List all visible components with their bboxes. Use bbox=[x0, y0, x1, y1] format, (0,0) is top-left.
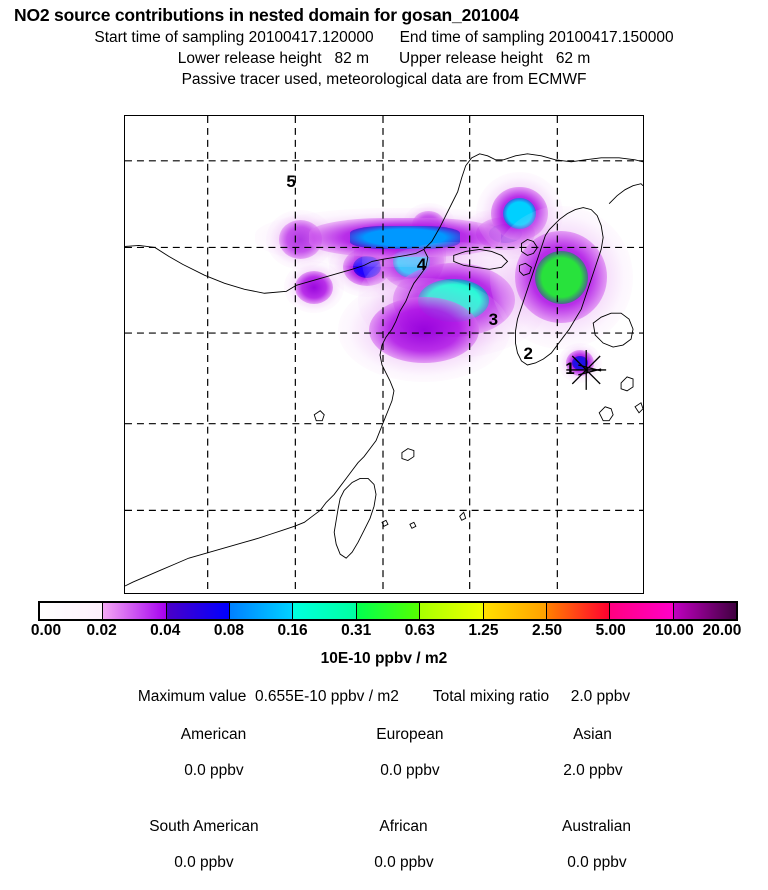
source-american-value: 0.0 ppbv bbox=[184, 762, 244, 779]
source-asian: Asian 2.0 ppbv bbox=[495, 708, 665, 798]
end-time-label: End time of sampling 20100417.150000 bbox=[399, 29, 674, 46]
source-australian: Australian 0.0 ppbv bbox=[486, 800, 682, 890]
source-african: African 0.0 ppbv bbox=[296, 800, 486, 890]
colorbar-tick-10: 10.00 bbox=[654, 622, 694, 639]
start-time-label: Start time of sampling 20100417.120000 bbox=[94, 29, 374, 46]
region-label-1: 1 bbox=[565, 358, 575, 378]
source-australian-name: Australian bbox=[562, 818, 631, 835]
region-label-5: 5 bbox=[286, 171, 296, 191]
release-height-row: Lower release height 82 m Upper release … bbox=[0, 50, 768, 68]
source-south-american-name: South American bbox=[149, 818, 259, 835]
colorbar-tick-1: 0.02 bbox=[86, 622, 117, 639]
source-european-value: 0.0 ppbv bbox=[380, 762, 440, 779]
region-label-4: 4 bbox=[416, 255, 427, 275]
colorbar-segment-4 bbox=[293, 603, 357, 619]
header-block: NO2 source contributions in nested domai… bbox=[0, 0, 768, 89]
colorbar-tick-11: 20.00 bbox=[702, 622, 742, 639]
total-mixing-ratio-text: Total mixing ratio 2.0 ppbv bbox=[432, 688, 631, 705]
footer-row-summary: Maximum value 0.655E-10 ppbv / m2 Total … bbox=[0, 688, 768, 706]
colorbar-tick-7: 1.25 bbox=[468, 622, 499, 639]
colorbar-tick-labels: 0.00 0.02 0.04 0.08 0.16 0.31 0.63 1.25 2.50 5.00… bbox=[0, 622, 768, 642]
colorbar-tick-3: 0.08 bbox=[213, 622, 244, 639]
source-south-american: South American 0.0 ppbv bbox=[86, 800, 296, 890]
colorbar[interactable] bbox=[38, 601, 738, 621]
upper-release-height-label: Upper release height 62 m bbox=[399, 50, 591, 67]
map-plot-area[interactable]: 5 4 3 2 1 bbox=[124, 115, 644, 594]
lower-release-height-label: Lower release height 82 m bbox=[177, 50, 369, 67]
page-title: NO2 source contributions in nested domai… bbox=[14, 5, 519, 25]
source-asian-name: Asian bbox=[573, 726, 612, 743]
colorbar-tick-2: 0.04 bbox=[150, 622, 181, 639]
sampling-time-row: Start time of sampling 20100417.120000 E… bbox=[0, 29, 768, 47]
source-american-name: American bbox=[180, 726, 247, 743]
tracer-note-row: Passive tracer used, meteorological data… bbox=[0, 71, 768, 89]
colorbar-axis-label: 10E-10 ppbv / m2 bbox=[320, 650, 448, 667]
colorbar-segment-3 bbox=[230, 603, 294, 619]
plume-core-12 bbox=[534, 250, 588, 304]
colorbar-segment-0 bbox=[40, 603, 104, 619]
plume-concentration-layer bbox=[125, 116, 643, 593]
colorbar-tick-8: 2.50 bbox=[531, 622, 563, 639]
source-south-american-value: 0.0 ppbv bbox=[174, 854, 234, 871]
colorbar-segment-10 bbox=[673, 603, 736, 619]
colorbar-tick-5: 0.31 bbox=[341, 622, 372, 639]
footer-row-sources-2: South American 0.0 ppbv African 0.0 ppbv… bbox=[0, 800, 768, 890]
source-asian-value: 2.0 ppbv bbox=[563, 762, 623, 779]
source-european-name: European bbox=[376, 726, 444, 743]
maximum-value-text: Maximum value 0.655E-10 ppbv / m2 bbox=[137, 688, 399, 705]
colorbar-segment-1 bbox=[103, 603, 167, 619]
region-label-2: 2 bbox=[523, 344, 533, 364]
tracer-note-label: Passive tracer used, meteorological data… bbox=[181, 71, 587, 88]
region-label-3: 3 bbox=[488, 310, 499, 330]
colorbar-tick-4: 0.16 bbox=[277, 622, 308, 639]
colorbar-segment-9 bbox=[610, 603, 674, 619]
source-australian-value: 0.0 ppbv bbox=[567, 854, 627, 871]
source-american: American 0.0 ppbv bbox=[103, 708, 299, 798]
colorbar-segment-7 bbox=[483, 603, 547, 619]
release-site-star-icon bbox=[566, 350, 607, 390]
colorbar-tick-6: 0.63 bbox=[404, 622, 435, 639]
release-site-marker-layer bbox=[566, 350, 607, 390]
colorbar-segment-5 bbox=[356, 603, 421, 619]
colorbar-segment-2 bbox=[166, 603, 231, 619]
colorbar-segment-6 bbox=[420, 603, 484, 619]
source-african-value: 0.0 ppbv bbox=[374, 854, 434, 871]
graticule-gridlines bbox=[125, 116, 643, 593]
colorbar-segment-8 bbox=[546, 603, 611, 619]
source-european: European 0.0 ppbv bbox=[299, 708, 495, 798]
source-african-name: African bbox=[379, 818, 428, 835]
footer-row-sources-1: American 0.0 ppbv European 0.0 ppbv Asia… bbox=[0, 708, 768, 798]
colorbar-tick-9: 5.00 bbox=[595, 622, 626, 639]
footer-statistics: Maximum value 0.655E-10 ppbv / m2 Total … bbox=[0, 686, 768, 890]
plume-mid-10 bbox=[369, 296, 479, 364]
colorbar-tick-0: 0.00 bbox=[30, 622, 62, 639]
